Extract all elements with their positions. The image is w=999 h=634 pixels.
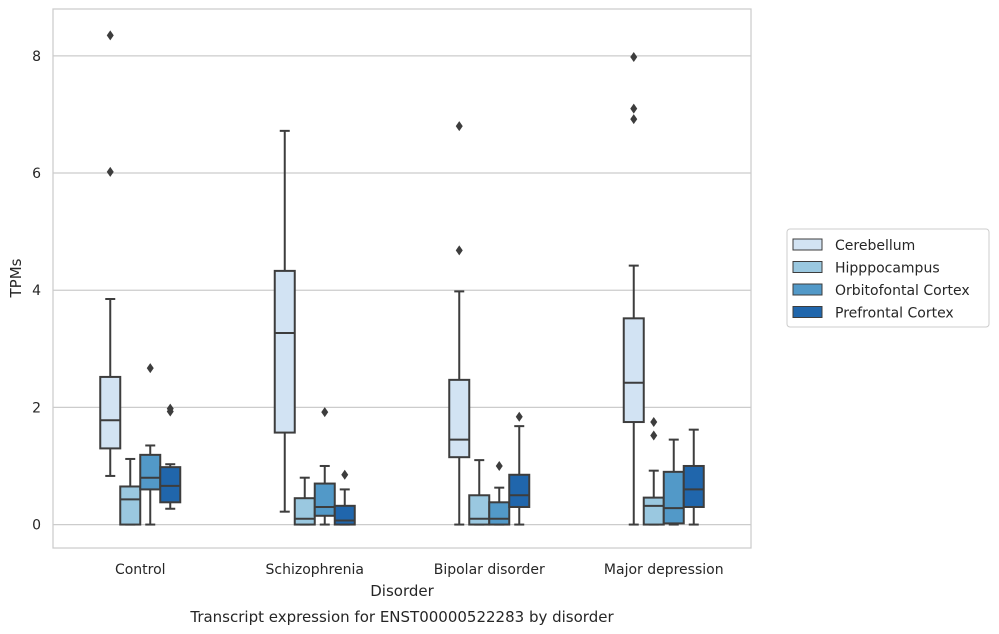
box-hipppocampus xyxy=(119,457,142,526)
x-tick-label: Control xyxy=(115,562,166,578)
outlier-point xyxy=(166,403,174,414)
outlier-point xyxy=(650,430,658,441)
y-tick-label: 2 xyxy=(32,400,41,416)
y-tick-label: 0 xyxy=(32,518,41,534)
outlier-point xyxy=(650,417,658,428)
outlier-point xyxy=(321,407,329,418)
outlier-point xyxy=(106,166,114,177)
box-orbitofontal-cortex xyxy=(139,363,162,526)
x-tick-label: Major depression xyxy=(604,562,724,578)
legend-frame xyxy=(786,228,990,328)
box-body xyxy=(488,501,511,526)
y-tick-label: 6 xyxy=(32,166,41,182)
y-axis-label: TPMs xyxy=(7,258,25,298)
box-body xyxy=(333,504,356,526)
box-orbitofontal-cortex xyxy=(488,460,511,526)
box-body xyxy=(448,378,471,459)
box-body xyxy=(119,485,142,526)
outlier-point xyxy=(515,411,523,422)
outlier-point xyxy=(630,114,638,125)
y-axis-ticks: 0 2 4 6 8 xyxy=(32,49,41,534)
box-cerebellum xyxy=(622,52,645,526)
box-body xyxy=(313,482,336,517)
box-hipppocampus xyxy=(293,476,316,526)
y-tick-label: 8 xyxy=(32,49,41,65)
box-body xyxy=(159,466,182,504)
outlier-point xyxy=(106,30,114,41)
box-orbitofontal-cortex xyxy=(662,438,685,526)
legend-swatch xyxy=(792,283,823,296)
box-prefrontal-cortex xyxy=(333,469,356,526)
box-prefrontal-cortex xyxy=(159,403,182,510)
box-cerebellum xyxy=(99,30,122,477)
x-axis-label: Disorder xyxy=(370,582,434,600)
plot-area-frame xyxy=(52,8,752,549)
boxes xyxy=(99,30,705,526)
outlier-point xyxy=(455,121,463,132)
legend-label: Hipppocampus xyxy=(835,261,940,277)
box-body xyxy=(508,473,531,508)
x-tick-label: Schizophrenia xyxy=(266,562,364,578)
box-body xyxy=(293,497,316,526)
box-body xyxy=(99,375,122,450)
box-body xyxy=(682,464,705,508)
box-body xyxy=(642,496,665,526)
box-cerebellum xyxy=(273,129,296,513)
outlier-point xyxy=(455,245,463,256)
box-body xyxy=(468,494,491,526)
box-hipppocampus xyxy=(468,459,491,526)
legend-swatch xyxy=(792,261,823,273)
box-cerebellum xyxy=(448,121,471,526)
box-prefrontal-cortex xyxy=(508,411,531,526)
box-body xyxy=(662,470,685,525)
box-orbitofontal-cortex xyxy=(313,407,336,526)
box-body xyxy=(139,453,162,491)
legend-label: Orbitofontal Cortex xyxy=(835,283,970,299)
box-body xyxy=(273,269,296,434)
x-tick-label: Bipolar disorder xyxy=(434,562,545,578)
box-hipppocampus xyxy=(642,417,665,526)
chart-caption: Transcript expression for ENST0000052228… xyxy=(189,608,614,626)
outlier-point xyxy=(341,469,349,480)
outlier-point xyxy=(630,103,638,114)
legend-label: Prefrontal Cortex xyxy=(835,306,954,322)
legend-swatch xyxy=(792,306,823,318)
legend-label: Cerebellum xyxy=(835,238,915,254)
x-axis-ticks: Control Schizophrenia Bipolar disorder Majo… xyxy=(115,562,724,578)
outlier-point xyxy=(495,460,503,471)
box-prefrontal-cortex xyxy=(682,428,705,526)
outlier-point xyxy=(630,52,638,63)
y-tick-label: 4 xyxy=(32,283,41,299)
legend-swatch xyxy=(792,238,823,251)
outlier-point xyxy=(146,363,154,374)
legend: Cerebellum Hipppocampus Orbitofontal Corte… xyxy=(786,228,990,328)
box-body xyxy=(622,317,645,424)
